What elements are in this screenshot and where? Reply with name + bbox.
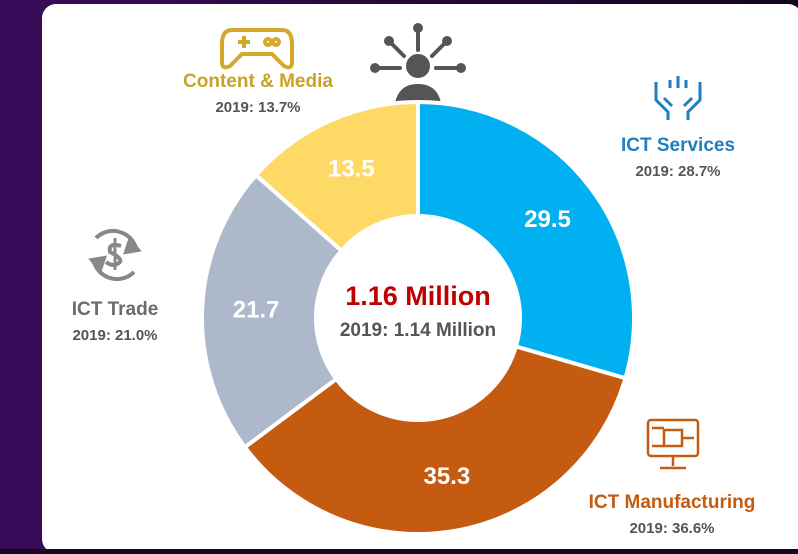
circuit-icon	[646, 418, 700, 470]
value-label: 21.7	[233, 297, 280, 324]
center-label: 1.16 Million	[345, 281, 491, 311]
donut-segment	[242, 315, 628, 536]
hands-icon	[654, 76, 702, 120]
value-label: 13.5	[328, 156, 375, 183]
center-sublabel: 2019: 1.14 Million	[340, 320, 496, 341]
category-label: ICT Manufacturing	[589, 492, 756, 513]
network-icon	[370, 23, 466, 114]
category-label: ICT Services	[621, 135, 735, 156]
previous-label: 2019: 36.6%	[629, 520, 714, 537]
value-label: 29.5	[524, 206, 571, 233]
trade-icon	[88, 228, 142, 282]
previous-label: 2019: 28.7%	[635, 163, 720, 180]
category-label: ICT Trade	[72, 299, 159, 320]
previous-label: 2019: 21.0%	[72, 327, 157, 344]
donut-segment	[200, 172, 422, 450]
value-label: 35.3	[423, 463, 470, 490]
category-label: Content & Media	[183, 71, 333, 92]
donut-hole	[314, 214, 522, 422]
previous-label: 2019: 13.7%	[215, 99, 300, 116]
gamepad-icon	[220, 28, 294, 70]
